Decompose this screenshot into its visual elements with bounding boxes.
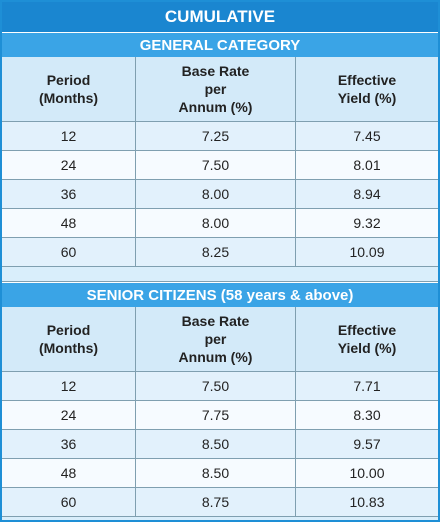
data-cell: 7.75 [136, 401, 296, 429]
header-line: Effective [337, 72, 397, 88]
data-row: 24 7.75 8.30 [2, 401, 438, 430]
data-cell: 8.00 [136, 209, 296, 237]
header-line: Yield (%) [337, 340, 397, 356]
data-cell: 48 [2, 209, 136, 237]
data-cell: 8.75 [136, 488, 296, 516]
header-row: Period (Months) Base Rate per Annum (%) Effec… [2, 57, 438, 122]
header-cell: Period (Months) [2, 57, 136, 121]
data-cell: 9.57 [353, 436, 381, 452]
data-cell: 24 [2, 151, 136, 179]
header-line: per [204, 81, 227, 97]
section-heading: SENIOR CITIZENS (58 years & above) [2, 282, 438, 307]
header-line: Base Rate [181, 63, 250, 79]
data-cell: 8.01 [353, 157, 381, 173]
header-cell: Effective Yield (%) [296, 307, 438, 371]
data-cell: 8.25 [136, 238, 296, 266]
header-cell: Base Rate per Annum (%) [136, 57, 296, 121]
data-row: 24 7.50 8.01 [2, 151, 438, 180]
data-cell: 12 [2, 122, 136, 150]
data-row: 48 8.00 9.32 [2, 209, 438, 238]
data-cell: 8.00 [136, 180, 296, 208]
section-heading: GENERAL CATEGORY [2, 32, 438, 57]
data-cell: 7.25 [136, 122, 296, 150]
data-row: 36 8.50 9.57 [2, 430, 438, 459]
header-row: Period (Months) Base Rate per Annum (%) Effec… [2, 307, 438, 372]
header-cell: Base Rate per Annum (%) [136, 307, 296, 371]
header-line: Annum (%) [178, 99, 253, 115]
data-cell: 48 [2, 459, 136, 487]
header-line: per [204, 331, 227, 347]
data-cell: 8.30 [353, 407, 381, 423]
header-line: Period [46, 72, 91, 88]
data-cell: 8.50 [136, 459, 296, 487]
data-row: 36 8.00 8.94 [2, 180, 438, 209]
data-cell: 60 [2, 238, 136, 266]
header-line: Effective [337, 322, 397, 338]
header-line: Period [46, 322, 91, 338]
data-row: 48 8.50 10.00 [2, 459, 438, 488]
data-row: 12 7.50 7.71 [2, 372, 438, 401]
data-cell: 60 [2, 488, 136, 516]
data-cell: 8.50 [136, 430, 296, 458]
data-cell: 8.94 [353, 186, 381, 202]
data-cell: 24 [2, 401, 136, 429]
data-cell: 10.83 [349, 494, 385, 510]
data-cell: 7.50 [136, 151, 296, 179]
data-cell: 7.50 [136, 372, 296, 400]
data-row: 60 8.25 10.09 [2, 238, 438, 267]
header-cell: Period (Months) [2, 307, 136, 371]
header-line: (Months) [38, 340, 99, 356]
data-cell: 36 [2, 430, 136, 458]
header-line: Yield (%) [337, 90, 397, 106]
header-line: Annum (%) [178, 349, 253, 365]
data-cell: 10.00 [349, 465, 385, 481]
header-line: Base Rate [181, 313, 250, 329]
data-cell: 12 [2, 372, 136, 400]
data-cell: 7.45 [353, 128, 381, 144]
data-cell: 9.32 [353, 215, 381, 231]
data-cell: 36 [2, 180, 136, 208]
data-row: 12 7.25 7.45 [2, 122, 438, 151]
header-line: (Months) [38, 90, 99, 106]
data-cell: 10.09 [349, 244, 385, 260]
header-cell: Effective Yield (%) [296, 57, 438, 121]
section-gap [2, 267, 438, 282]
data-cell: 7.71 [353, 378, 381, 394]
data-row: 60 8.75 10.83 [2, 488, 438, 517]
table-title: CUMULATIVE [2, 2, 438, 32]
